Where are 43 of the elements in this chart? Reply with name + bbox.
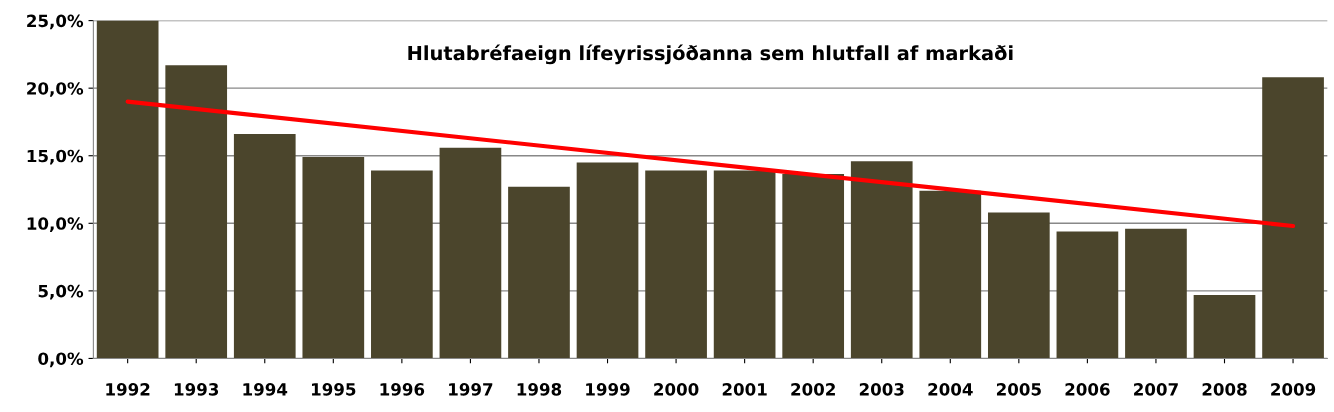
bar — [371, 170, 433, 359]
x-tick-label: 2006 — [1065, 383, 1110, 396]
x-tick-label: 1997 — [449, 383, 493, 396]
x-tick-label: 2002 — [791, 383, 835, 396]
y-tick-label: 15,0% — [27, 149, 84, 165]
bar — [96, 20, 159, 359]
x-tick-label: 1995 — [312, 383, 356, 396]
bar — [1193, 294, 1256, 359]
x-tick-label: 2000 — [654, 383, 699, 396]
bar — [1056, 231, 1119, 359]
x-tick-label: 1998 — [517, 383, 562, 396]
x-tick-label: 1996 — [380, 383, 425, 396]
bar — [987, 212, 1050, 359]
bar — [645, 170, 707, 359]
y-tick-label: 5,0% — [38, 284, 84, 300]
bar — [919, 190, 982, 359]
x-tick-label: 1992 — [106, 383, 150, 396]
x-tick-label: 2003 — [859, 383, 904, 396]
y-tick-label: 0,0% — [38, 352, 84, 368]
y-tick-label: 25,0% — [27, 14, 84, 30]
bar — [233, 134, 296, 359]
bar — [439, 147, 502, 359]
x-tick-label: 2001 — [722, 383, 767, 396]
bar — [1125, 228, 1187, 359]
y-tick-label: 10,0% — [27, 217, 84, 232]
bar — [576, 162, 639, 359]
bar — [850, 161, 913, 359]
x-tick-label: 2005 — [996, 383, 1041, 396]
bar — [165, 65, 228, 359]
x-tick-label: 2004 — [928, 383, 973, 396]
x-tick-label: 2009 — [1271, 383, 1316, 396]
bar — [302, 157, 365, 359]
text: Hlutabréfaeign lífeyrissjóðanna sem hlutfall af markaði — [408, 44, 1013, 65]
bar — [713, 170, 776, 359]
x-tick-label: 1993 — [174, 383, 219, 396]
x-tick-label: 1994 — [243, 383, 288, 396]
y-tick-label: 20,0% — [27, 82, 84, 97]
x-tick-label: 2007 — [1134, 383, 1178, 396]
bar — [1262, 77, 1324, 359]
x-tick-label: 2008 — [1202, 383, 1247, 396]
bar — [508, 186, 570, 359]
x-tick-label: 1999 — [586, 383, 630, 396]
bar — [782, 173, 845, 359]
